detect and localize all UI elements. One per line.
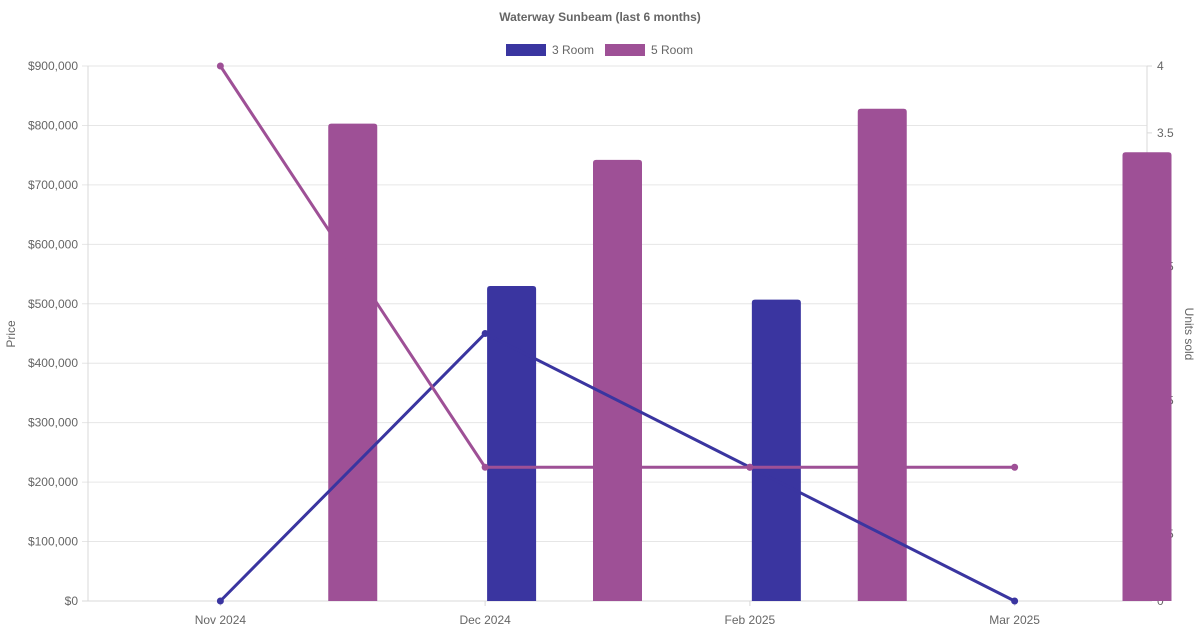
legend-swatch-5-room (605, 44, 645, 56)
line-point[interactable] (481, 463, 489, 471)
x-tick-label: Mar 2025 (989, 613, 1040, 627)
left-tick-label: $800,000 (28, 118, 78, 132)
legend: 3 Room 5 Room (506, 43, 693, 57)
bar-5-room[interactable] (1122, 152, 1172, 601)
x-tick-label: Feb 2025 (725, 613, 776, 627)
x-axis-ticks: Nov 2024 Dec 2024 Feb 2025 Mar 2025 (195, 601, 1040, 627)
bar-5-room[interactable] (593, 159, 642, 601)
legend-item-3-room[interactable]: 3 Room (506, 43, 594, 57)
left-tick-label: $200,000 (28, 475, 78, 489)
line-point[interactable] (1011, 597, 1019, 605)
left-tick-label: $100,000 (28, 535, 78, 549)
x-tick-label: Nov 2024 (195, 613, 247, 627)
right-tick-label: 4 (1157, 59, 1164, 73)
line-point[interactable] (216, 597, 224, 605)
line-marks (216, 62, 1019, 605)
line-point[interactable] (746, 463, 754, 471)
left-tick-label: $0 (65, 594, 79, 608)
left-tick-label: $400,000 (28, 356, 78, 370)
left-tick-label: $500,000 (28, 297, 78, 311)
line-point[interactable] (216, 62, 224, 70)
left-tick-label: $900,000 (28, 59, 78, 73)
left-tick-label: $600,000 (28, 237, 78, 251)
bar-5-room[interactable] (328, 123, 378, 602)
chart-title: Waterway Sunbeam (last 6 months) (499, 10, 701, 24)
left-tick-label: $300,000 (28, 416, 78, 430)
left-axis-title: Price (4, 320, 18, 348)
legend-swatch-3-room (506, 44, 546, 56)
legend-label-3-room: 3 Room (552, 43, 594, 57)
bar-5-room[interactable] (857, 108, 907, 602)
bar-3-room[interactable] (487, 285, 537, 601)
legend-label-5-room: 5 Room (651, 43, 693, 57)
right-axis-title: Units sold (1182, 308, 1196, 361)
right-tick-label: 3.5 (1157, 126, 1174, 140)
left-axis-ticks: $0 $100,000 $200,000 $300,000 $400,000 $500,0… (28, 59, 78, 608)
bar-marks (328, 108, 1172, 602)
bar-3-room[interactable] (751, 299, 801, 601)
legend-item-5-room[interactable]: 5 Room (605, 43, 693, 57)
x-tick-label: Dec 2024 (459, 613, 511, 627)
line-3-room (219, 331, 1016, 603)
line-point[interactable] (481, 330, 489, 337)
line-point[interactable] (1011, 463, 1019, 471)
left-tick-label: $700,000 (28, 178, 78, 192)
line-5-room (219, 65, 1015, 469)
